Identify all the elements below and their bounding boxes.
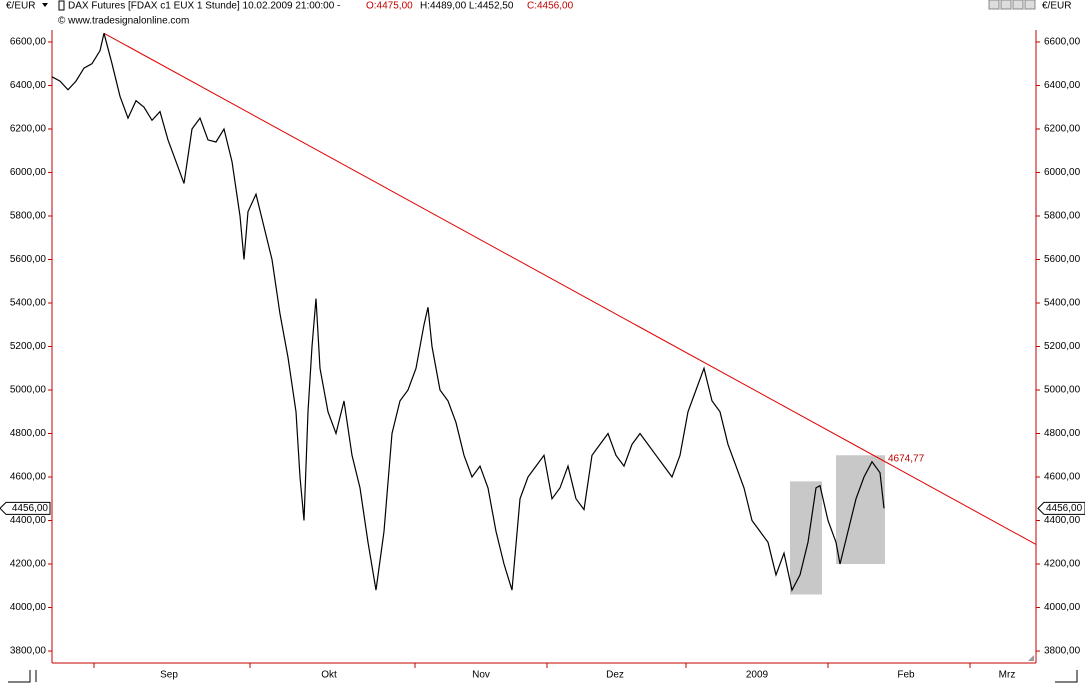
y-tick-label: 6600,00: [10, 37, 47, 48]
last-price-left: 4456,00: [12, 503, 49, 514]
y-tick-label-right: 4400,00: [1044, 515, 1081, 526]
currency-left: €/EUR: [6, 1, 35, 12]
y-tick-label: 6000,00: [10, 167, 47, 178]
dropdown-arrow[interactable]: [42, 3, 48, 7]
y-tick-label-right: 5000,00: [1044, 385, 1081, 396]
x-tick-label: Mrz: [999, 670, 1016, 681]
y-tick-label: 5600,00: [10, 254, 47, 265]
y-tick-label: 5200,00: [10, 341, 47, 352]
last-price-right: 4456,00: [1046, 503, 1083, 514]
window-buttons: [988, 0, 1036, 10]
y-tick-label: 6400,00: [10, 80, 47, 91]
trendline: [103, 32, 1037, 545]
y-tick-label: 5000,00: [10, 385, 47, 396]
y-tick-label-right: 6000,00: [1044, 167, 1081, 178]
x-tick-label: Feb: [897, 670, 915, 681]
button[interactable]: [1024, 0, 1036, 10]
y-tick-label: 4400,00: [10, 515, 47, 526]
y-tick-label-right: 4800,00: [1044, 428, 1081, 439]
x-tick-label: Okt: [321, 670, 337, 681]
y-tick-label-right: 6600,00: [1044, 37, 1081, 48]
x-tick-label: Nov: [472, 670, 490, 681]
corner-icon: [1055, 670, 1078, 683]
price-line: [51, 33, 885, 592]
y-tick-label: 6200,00: [10, 124, 47, 135]
x-tick-label: Sep: [160, 670, 178, 681]
button[interactable]: [988, 0, 1000, 10]
subtitle: © www.tradesignalonline.com: [58, 16, 189, 27]
y-tick-label-right: 5800,00: [1044, 211, 1081, 222]
last-price-marker-right: [1037, 501, 1085, 515]
y-tick-label: 4800,00: [10, 428, 47, 439]
bar-icon: [58, 0, 65, 11]
y-tick-label-right: 4200,00: [1044, 559, 1081, 570]
last-price-marker-left: [0, 501, 51, 515]
y-tick-label: 5800,00: [10, 211, 47, 222]
x-tick-label: Dez: [606, 670, 624, 681]
y-tick-label: 5400,00: [10, 298, 47, 309]
corner-icon: [8, 670, 37, 683]
high-low-label: H:4489,00 L:4452,50: [420, 1, 514, 12]
title: DAX Futures [FDAX c1 EUX 1 Stunde] 10.02…: [68, 1, 340, 12]
y-tick-label-right: 3800,00: [1044, 646, 1081, 657]
y-tick-label-right: 4000,00: [1044, 602, 1081, 613]
open-label: O:4475,00: [366, 1, 413, 12]
y-tick-label: 4000,00: [10, 602, 47, 613]
currency-right: €/EUR: [1042, 1, 1071, 12]
resize-grip[interactable]: [1028, 655, 1034, 661]
y-tick-label-right: 5600,00: [1044, 254, 1081, 265]
y-tick-label-right: 5200,00: [1044, 341, 1081, 352]
highlight-box: [790, 481, 822, 595]
y-tick-label-right: 6200,00: [1044, 124, 1081, 135]
close-label: C:4456,00: [527, 1, 574, 12]
y-tick-label: 4600,00: [10, 472, 47, 483]
y-tick-label-right: 5400,00: [1044, 298, 1081, 309]
y-tick-label-right: 6400,00: [1044, 80, 1081, 91]
y-tick-label-right: 4600,00: [1044, 472, 1081, 483]
annotation: 4674,77: [888, 453, 925, 464]
y-tick-label: 4200,00: [10, 559, 47, 570]
button[interactable]: [1012, 0, 1024, 10]
x-tick-label: 2009: [746, 670, 769, 681]
y-tick-label: 3800,00: [10, 646, 47, 657]
button[interactable]: [1000, 0, 1012, 10]
highlight-box: [836, 455, 885, 565]
